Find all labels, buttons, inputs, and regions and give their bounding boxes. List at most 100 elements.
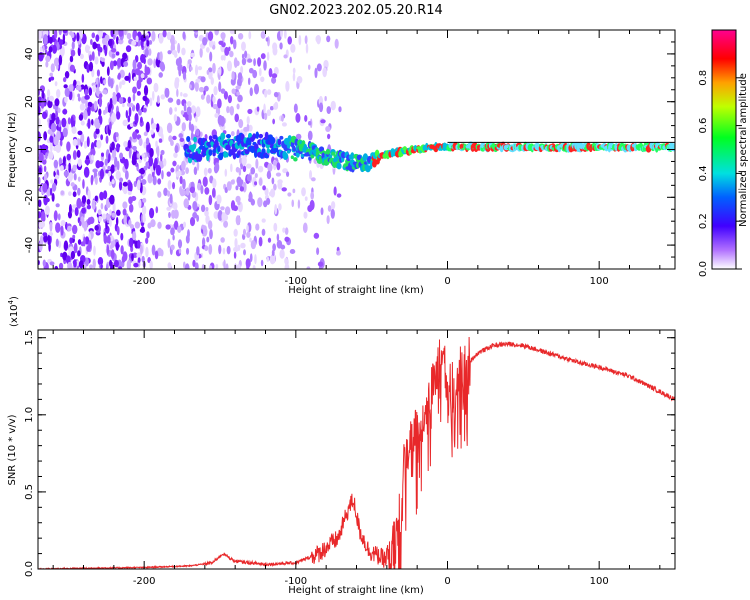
spectrogram-cell — [292, 188, 296, 194]
spectrogram-cell — [58, 262, 64, 269]
spectrogram-cell — [320, 207, 324, 216]
spectrogram-cell — [145, 246, 149, 258]
spectrogram-cell — [291, 199, 295, 208]
snr-panel: -200 -100 0 100 0.0 0.5 1.0 1.5 Height of stra… — [7, 296, 676, 596]
spectrogram-cell — [95, 77, 99, 85]
spectrogram-cell — [226, 181, 232, 191]
spectrogram-cell — [76, 197, 82, 209]
snr-x-label: Height of straight line (km) — [288, 585, 424, 596]
spectrogram-cell — [111, 53, 116, 59]
spectrogram-cell — [68, 191, 72, 196]
spectrogram-cell — [109, 121, 112, 131]
spectrogram-cell — [80, 120, 85, 126]
spectrogram-cell — [68, 203, 72, 214]
spectrogram-cell — [224, 168, 228, 177]
spectrogram-track-cell — [331, 151, 336, 156]
spectrogram-cell — [38, 131, 41, 142]
spectrogram-cell — [141, 153, 146, 158]
spectrogram-x-label: Height of straight line (km) — [288, 285, 424, 296]
spectrogram-cell — [307, 130, 313, 141]
spectrogram-cell — [267, 163, 273, 172]
spectrogram-cell — [179, 137, 185, 143]
spectrogram-cell — [229, 50, 234, 58]
spectrogram-cell — [50, 179, 54, 184]
spectrogram-cell — [70, 250, 76, 260]
spectrogram-cell — [167, 97, 174, 103]
spectrogram-cell — [196, 246, 200, 256]
y-tick-label: 20 — [24, 95, 35, 108]
spectrogram-cell — [77, 239, 82, 245]
spectrogram-cell — [107, 76, 111, 87]
spectrogram-cell — [148, 156, 154, 167]
spectrogram-cell — [283, 54, 288, 59]
spectrogram-track-cell — [264, 154, 270, 159]
spectrogram-cell — [263, 103, 266, 114]
x-tick-label: -200 — [133, 276, 156, 287]
spectrogram-cell — [189, 216, 196, 227]
spectrogram-cell — [176, 88, 179, 98]
spectrogram-cell — [241, 57, 247, 66]
spectrogram-cell — [111, 179, 115, 185]
spectrogram-cell — [38, 199, 42, 208]
spectrogram-cell — [108, 181, 112, 186]
spectrogram-cell — [308, 64, 311, 70]
spectrogram-cell — [253, 58, 256, 67]
spectrogram-cell — [155, 206, 159, 214]
spectrogram-cell — [218, 244, 222, 255]
spectrogram-cell — [49, 261, 55, 266]
spectrogram-cell — [183, 198, 190, 209]
spectrogram-cell — [271, 76, 277, 84]
snr-x-ticks: -200 -100 0 100 — [52, 330, 661, 587]
spectrogram-cell — [194, 81, 199, 92]
spectrogram-cell — [150, 129, 154, 135]
spectrogram-cell — [97, 256, 104, 266]
spectrogram-cell — [274, 204, 278, 215]
spectrogram-cell — [229, 35, 234, 45]
spectrogram-cell — [131, 40, 137, 46]
spectrogram-cell — [142, 212, 146, 224]
spectrogram-track-cell — [215, 141, 219, 148]
spectrogram-cell — [174, 52, 178, 58]
spectrogram-cell — [253, 83, 260, 95]
spectrogram-signal-track — [183, 131, 675, 173]
spectrogram-cell — [257, 165, 264, 173]
spectrogram-cell — [96, 139, 102, 149]
spectrogram-cell — [201, 263, 206, 269]
spectrogram-cell — [138, 137, 143, 147]
snr-frame — [37, 329, 676, 570]
spectrogram-track-cell — [671, 143, 675, 149]
spectrogram-cell — [143, 57, 146, 65]
spectrogram-track-cell — [269, 136, 276, 145]
x-tick-label: 100 — [590, 276, 609, 287]
spectrogram-cell — [235, 215, 241, 226]
spectrogram-cell — [245, 163, 252, 169]
spectrogram-cell — [123, 61, 129, 67]
spectrogram-cell — [150, 219, 156, 228]
spectrogram-track-cell — [336, 162, 342, 170]
spectrogram-cell — [87, 118, 91, 129]
spectrogram-cell — [336, 250, 341, 256]
spectrogram-cell — [45, 205, 50, 215]
spectrogram-cell — [55, 222, 61, 233]
spectrogram-cell — [122, 208, 127, 216]
spectrogram-cell — [304, 114, 308, 122]
colorbar-gradient — [711, 29, 737, 270]
spectrogram-cell — [172, 202, 178, 211]
spectrogram-cell — [273, 222, 278, 232]
spectrogram-cell — [100, 264, 103, 269]
spectrogram-cell — [246, 224, 249, 233]
spectrogram-cell — [182, 178, 186, 190]
spectrogram-cell — [260, 76, 265, 83]
spectrogram-cell — [59, 139, 63, 147]
spectrogram-track-cell — [236, 150, 241, 156]
spectrogram-cell — [192, 259, 196, 268]
spectrogram-cell — [105, 169, 109, 174]
spectrogram-cell — [84, 236, 90, 245]
spectrogram-cell — [266, 197, 271, 205]
spectrogram-cell — [46, 89, 51, 98]
spectrogram-cell — [106, 198, 110, 209]
spectrogram-cell — [81, 220, 85, 228]
spectrogram-cell — [230, 179, 235, 185]
spectrogram-cell — [99, 93, 103, 99]
